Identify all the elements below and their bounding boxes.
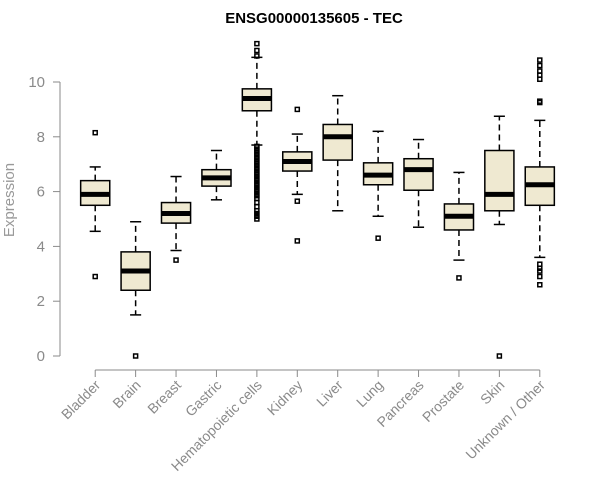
outlier-point xyxy=(456,275,462,281)
box-pancreas xyxy=(403,138,434,228)
outlier-point xyxy=(537,76,543,83)
boxes-group xyxy=(79,40,556,359)
box-liver xyxy=(322,94,354,212)
x-tick-label: Lung xyxy=(353,377,386,410)
y-axis-label: Expression xyxy=(1,163,18,237)
outlier-point xyxy=(254,40,260,47)
outlier-point xyxy=(92,273,98,280)
outlier-point xyxy=(294,106,301,113)
outlier-point xyxy=(173,257,179,263)
iqr-box xyxy=(403,157,434,191)
box-kidney xyxy=(281,106,313,244)
outlier-point xyxy=(254,216,260,222)
outlier-point xyxy=(92,129,98,136)
outlier-point xyxy=(254,53,260,59)
outlier-point xyxy=(537,57,543,63)
box-gastric xyxy=(201,149,232,201)
y-tick-label: 10 xyxy=(28,74,45,91)
x-tick-label: Prostate xyxy=(419,377,467,425)
y-tick-label: 6 xyxy=(37,184,45,201)
box-breast xyxy=(160,175,192,263)
outlier-point xyxy=(496,353,503,359)
box-unknown-other xyxy=(524,57,556,288)
y-axis: 0 2 4 6 8 10 xyxy=(28,74,61,365)
x-tick-label: Liver xyxy=(313,377,346,410)
y-tick-label: 4 xyxy=(37,238,45,255)
box-skin xyxy=(484,115,515,359)
outlier-point xyxy=(537,273,543,280)
outlier-point xyxy=(537,282,543,288)
x-tick-label: Kidney xyxy=(264,377,306,419)
iqr-box xyxy=(484,149,515,212)
outlier-point xyxy=(375,235,381,241)
box-hematopoietic-cells xyxy=(241,40,273,222)
x-tick-label: Breast xyxy=(144,377,184,417)
y-tick-label: 2 xyxy=(37,293,45,310)
outlier-point xyxy=(294,198,301,204)
x-tick-label: Brain xyxy=(109,377,143,411)
outlier-point xyxy=(254,47,260,54)
box-brain xyxy=(120,220,151,359)
y-tick-label: 8 xyxy=(37,129,45,146)
x-tick-label: Bladder xyxy=(58,377,104,423)
outlier-point xyxy=(537,268,543,274)
y-tick-label: 0 xyxy=(37,348,45,365)
chart-title: ENSG00000135605 - TEC xyxy=(225,10,403,27)
box-lung xyxy=(362,130,394,241)
outlier-point xyxy=(537,99,543,106)
iqr-box xyxy=(322,123,354,161)
x-tick-label: Skin xyxy=(477,377,508,408)
outlier-point xyxy=(537,62,543,69)
outlier-point xyxy=(132,353,139,359)
box-prostate xyxy=(443,171,475,281)
outlier-point xyxy=(294,238,301,244)
box-bladder xyxy=(79,129,111,280)
